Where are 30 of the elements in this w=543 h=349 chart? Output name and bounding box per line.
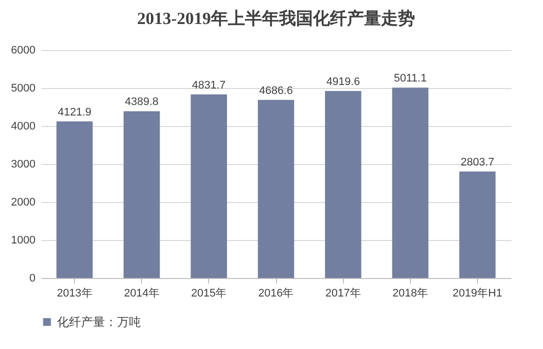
bar	[124, 111, 160, 278]
bar	[392, 88, 428, 278]
data-label: 4919.6	[326, 76, 360, 88]
bar	[190, 94, 227, 278]
y-tick-label: 4000	[11, 120, 36, 132]
y-tick-label: 5000	[11, 82, 36, 94]
bar	[325, 91, 362, 278]
chart-title: 2013-2019年上半年我国化纤产量走势	[137, 9, 415, 28]
y-tick-label: 1000	[11, 234, 36, 246]
x-tick-label: 2015年	[191, 288, 227, 300]
data-label: 2803.7	[460, 156, 494, 168]
legend-label: 化纤产量：万吨	[57, 315, 141, 329]
y-tick-label: 6000	[11, 44, 36, 56]
bar	[258, 100, 294, 278]
y-tick-label: 0	[29, 272, 36, 284]
data-label: 4121.9	[58, 106, 92, 118]
data-label: 4686.6	[259, 84, 293, 97]
x-tick-label: 2019年H1	[452, 288, 502, 300]
bar	[459, 171, 496, 278]
x-tick-label: 2013年	[56, 288, 92, 300]
y-tick-label: 2000	[11, 196, 36, 208]
x-tick-label: 2016年	[258, 288, 294, 300]
bar	[56, 121, 93, 278]
data-label: 5011.1	[394, 72, 427, 85]
x-tick-label: 2014年	[124, 288, 160, 300]
data-label: 4831.7	[192, 79, 226, 92]
x-tick-label: 2017年	[325, 288, 361, 300]
x-tick-label: 2018年	[392, 288, 428, 300]
y-tick-label: 3000	[11, 158, 36, 170]
data-label: 4389.8	[124, 96, 159, 108]
